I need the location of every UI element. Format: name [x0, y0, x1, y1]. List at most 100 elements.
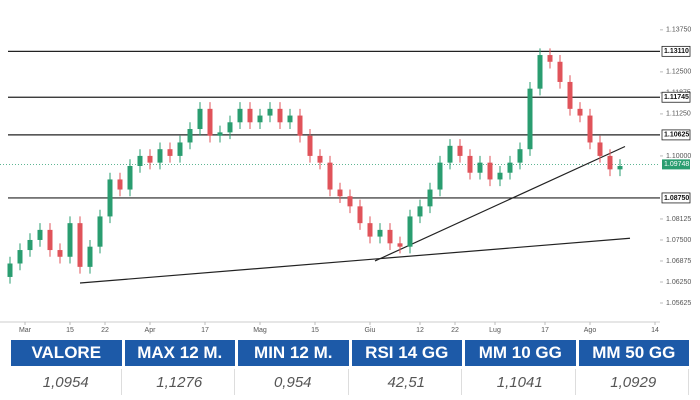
- level-box: [661, 129, 691, 141]
- candle-body: [17, 250, 23, 264]
- x-tick-label: 15: [66, 327, 74, 334]
- chart: 1.137501.125001.118751.112501.100001.081…: [0, 27, 691, 334]
- value-cell: 1,0954: [11, 369, 122, 395]
- candle-body: [227, 122, 233, 133]
- candle-body: [127, 166, 133, 190]
- candle-body: [27, 239, 33, 251]
- y-tick-label: 1.12500: [666, 69, 691, 76]
- x-tick-label: 22: [451, 327, 459, 334]
- candle-body: [397, 243, 403, 247]
- y-tick-label: 1.05625: [666, 300, 691, 307]
- candle-body: [357, 206, 363, 224]
- y-tick-label: 1.06875: [666, 258, 691, 265]
- candle-body: [537, 55, 543, 89]
- candle-body: [587, 115, 593, 143]
- y-tick-label: 1.10000: [666, 153, 691, 160]
- candle-body: [567, 81, 573, 109]
- candle-body: [427, 189, 433, 207]
- x-tick-label: Mag: [253, 327, 267, 334]
- candle-body: [107, 179, 113, 217]
- x-tick-label: Lug: [489, 327, 501, 334]
- level-box: [661, 192, 691, 204]
- candle-body: [607, 155, 613, 170]
- candle-body: [447, 145, 453, 163]
- x-tick-label: 12: [416, 327, 424, 334]
- candle-body: [437, 162, 443, 190]
- x-tick-label: 17: [201, 327, 209, 334]
- x-tick-label: 17: [541, 327, 549, 334]
- trendline: [79, 237, 631, 284]
- header-cell: VALORE: [11, 340, 122, 366]
- candle-body: [167, 149, 173, 156]
- candle-body: [47, 229, 53, 251]
- candle-body: [387, 229, 393, 244]
- candle-body: [117, 179, 123, 190]
- candle-body: [517, 149, 523, 163]
- header-cell: MIN 12 M.: [238, 340, 349, 366]
- candle-body: [297, 115, 303, 136]
- y-tick-label: 1.08125: [666, 216, 691, 223]
- candle-body: [177, 142, 183, 156]
- candle-body: [37, 229, 43, 240]
- header-row: VALORE MAX 12 M. MIN 12 M. RSI 14 GG MM 10 G…: [11, 340, 689, 366]
- x-tick-label: 22: [101, 327, 109, 334]
- value-row: 1,0954 1,1276 0,954 42,51 1,1041 1,0929: [11, 369, 689, 395]
- candle-body: [557, 61, 563, 82]
- candle-body: [267, 108, 273, 116]
- candle-body: [87, 246, 93, 267]
- value-cell: 1,0929: [579, 369, 689, 395]
- candle-body: [187, 129, 193, 143]
- candle-body: [617, 166, 623, 170]
- value-cell: 1,1041: [465, 369, 576, 395]
- candle-body: [137, 155, 143, 166]
- x-tick-label: 15: [311, 327, 319, 334]
- level-label: 1.08750: [664, 195, 689, 202]
- candle-body: [247, 108, 253, 123]
- candle-body: [367, 223, 373, 237]
- candle-body: [307, 135, 313, 156]
- x-tick-label: 14: [651, 327, 659, 334]
- value-cell: 0,954: [238, 369, 349, 395]
- candle-body: [417, 206, 423, 217]
- candle-body: [257, 115, 263, 123]
- x-tick-label: Giu: [365, 327, 376, 334]
- candle-body: [67, 223, 73, 257]
- candle-body: [77, 223, 83, 267]
- candle-body: [327, 162, 333, 190]
- trendline: [374, 145, 626, 262]
- candle-body: [477, 162, 483, 173]
- stats-table: VALORE MAX 12 M. MIN 12 M. RSI 14 GG MM 10 G…: [8, 337, 692, 398]
- header-cell: RSI 14 GG: [351, 340, 462, 366]
- value-cell: 42,51: [352, 369, 462, 395]
- candle-body: [497, 172, 503, 180]
- candle-body: [277, 108, 283, 123]
- header-cell: MM 50 GG: [578, 340, 689, 366]
- candle-body: [347, 196, 353, 207]
- x-tick-label: Mar: [19, 327, 32, 334]
- candle-body: [467, 155, 473, 173]
- value-cell: 1,1276: [125, 369, 235, 395]
- candle-body: [337, 189, 343, 197]
- last-price-box: [662, 159, 690, 170]
- y-tick-label: 1.11250: [666, 111, 691, 118]
- candle-body: [507, 162, 513, 173]
- candle-body: [97, 216, 103, 247]
- candle-body: [217, 132, 223, 136]
- last-price-label: 1.09748: [664, 161, 689, 168]
- header-cell: MAX 12 M.: [124, 340, 235, 366]
- candle-body: [157, 149, 163, 163]
- candle-body: [577, 108, 583, 116]
- candle-body: [57, 250, 63, 257]
- candle-body: [197, 108, 203, 130]
- level-label: 1.13110: [664, 48, 689, 55]
- candle-body: [597, 142, 603, 156]
- candle-body: [287, 115, 293, 123]
- level-label: 1.11745: [664, 94, 689, 101]
- candle-body: [147, 155, 153, 163]
- candle-body: [527, 88, 533, 150]
- x-tick-label: Ago: [584, 327, 597, 334]
- level-box: [661, 45, 691, 57]
- candle-body: [317, 155, 323, 163]
- y-tick-label: 1.07500: [666, 237, 691, 244]
